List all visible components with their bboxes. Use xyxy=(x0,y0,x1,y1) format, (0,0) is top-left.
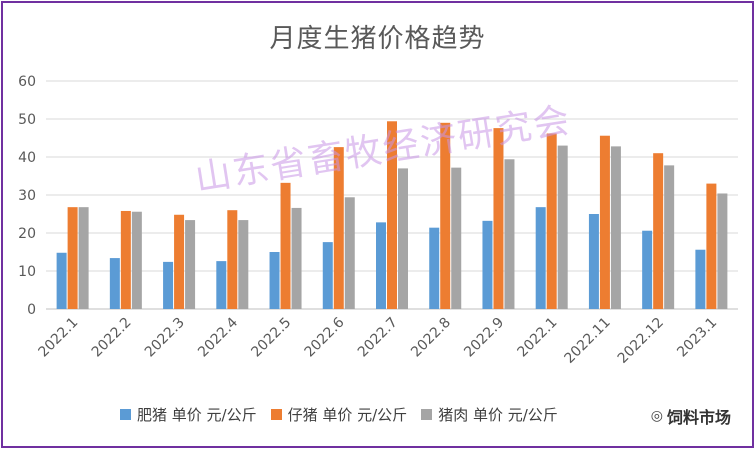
bar xyxy=(269,252,280,309)
bar xyxy=(706,183,717,309)
x-tick-label: 2022.1 xyxy=(35,315,81,361)
x-tick-label: 2023.1 xyxy=(674,315,720,361)
bar xyxy=(67,207,78,309)
legend-item-fattening-pig: 肥猪 单价 元/公斤 xyxy=(120,404,257,425)
bar xyxy=(588,214,599,309)
x-tick-label: 2022.11 xyxy=(561,315,613,367)
bar xyxy=(610,146,621,309)
bar xyxy=(599,135,610,309)
bar xyxy=(695,249,706,309)
x-tick-label: 2022.2 xyxy=(89,315,135,361)
bar xyxy=(109,258,120,309)
bar xyxy=(493,128,504,309)
legend-item-pork: 猪肉 单价 元/公斤 xyxy=(421,404,558,425)
bar xyxy=(333,147,344,309)
y-tick-label: 30 xyxy=(18,188,36,204)
bar xyxy=(185,220,196,309)
bar xyxy=(322,242,333,309)
bar xyxy=(163,261,174,309)
y-tick-label: 10 xyxy=(18,264,36,280)
bar xyxy=(429,227,440,309)
y-tick-label: 40 xyxy=(18,150,36,166)
y-tick-label: 50 xyxy=(18,112,36,128)
bar xyxy=(216,261,227,309)
bar xyxy=(344,197,355,309)
bar xyxy=(291,207,302,309)
bar xyxy=(56,252,67,309)
legend-label: 仔猪 单价 元/公斤 xyxy=(287,406,408,424)
x-tick-label: 2022.12 xyxy=(615,315,667,367)
legend-swatch xyxy=(421,409,433,420)
chart-title: 月度生猪价格趋势 xyxy=(269,24,486,54)
bar xyxy=(280,182,291,309)
bar xyxy=(557,145,568,309)
x-tick-label: 2022.6 xyxy=(302,314,348,360)
bar xyxy=(653,153,664,309)
bar xyxy=(376,222,386,309)
brand-text: 饲料市场 xyxy=(666,408,731,427)
wechat-icon: ◎ xyxy=(650,408,663,424)
bar xyxy=(504,159,515,309)
bar xyxy=(451,167,462,309)
bar xyxy=(238,220,249,309)
bar xyxy=(546,133,557,309)
legend-swatch xyxy=(120,409,131,420)
legend-label: 肥猪 单价 元/公斤 xyxy=(137,406,257,424)
bar xyxy=(642,230,653,309)
brand-mark: ◎ 饲料市场 xyxy=(651,404,731,428)
bar xyxy=(482,220,493,309)
bar xyxy=(174,214,185,309)
x-tick-label: 2022.1 xyxy=(515,315,561,361)
y-tick-label: 20 xyxy=(18,226,36,242)
bar xyxy=(387,121,397,309)
bar xyxy=(131,211,142,309)
bar xyxy=(440,122,451,309)
x-tick-label: 2022.5 xyxy=(248,315,294,361)
legend: 肥猪 单价 元/公斤 仔猪 单价 元/公斤 猪肉 单价 元/公斤 xyxy=(120,404,558,425)
x-tick-label: 2022.7 xyxy=(355,315,401,361)
bar xyxy=(120,210,131,309)
bar xyxy=(717,193,728,309)
bar xyxy=(78,207,89,309)
bar xyxy=(535,207,546,309)
x-tick-label: 2022.8 xyxy=(408,315,454,361)
x-tick-label: 2022.9 xyxy=(461,315,507,361)
bar xyxy=(227,210,238,309)
legend-item-piglet: 仔猪 单价 元/公斤 xyxy=(270,404,408,425)
legend-swatch xyxy=(270,409,282,420)
bar xyxy=(398,168,408,309)
x-tick-label: 2022.4 xyxy=(195,314,241,360)
legend-label: 猪肉 单价 元/公斤 xyxy=(438,406,558,424)
bar xyxy=(664,165,675,309)
y-tick-label: 60 xyxy=(18,74,36,90)
x-tick-label: 2022.3 xyxy=(142,315,188,361)
y-tick-label: 0 xyxy=(27,302,36,318)
